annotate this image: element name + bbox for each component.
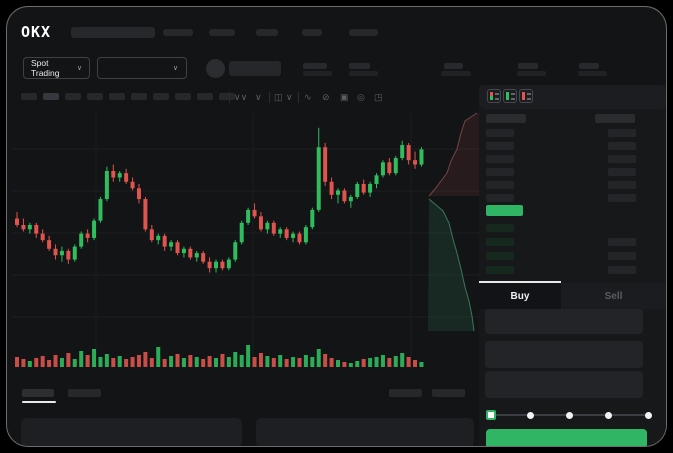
timeframe-skeleton[interactable] <box>197 93 213 100</box>
timeframe-skeleton[interactable] <box>43 93 59 100</box>
ask-size-skeleton <box>608 129 636 137</box>
active-tab-indicator <box>22 401 56 403</box>
timeframe-skeleton[interactable] <box>87 93 103 100</box>
ask-price-skeleton <box>486 129 514 137</box>
bid-size-skeleton <box>608 252 636 260</box>
bid-price-skeleton <box>486 266 514 274</box>
ask-price-skeleton <box>486 168 514 176</box>
ask-price-skeleton <box>486 181 514 189</box>
ask-size-skeleton <box>608 155 636 163</box>
ask-size-skeleton <box>608 194 636 202</box>
last-price-bar <box>486 205 523 216</box>
panel-tab-skeleton[interactable] <box>22 389 54 397</box>
slider-step-dot[interactable] <box>526 411 534 419</box>
stat-value-skeleton <box>441 71 471 76</box>
trading-app-window: OKX Spot Trading ∨ ∨ ∨∨ ∨ ◫ ∨ ∿ ⊘ ▣ ◎ ◳ Buy Sell <box>6 6 667 447</box>
stat-value-skeleton <box>517 71 546 76</box>
bid-price-skeleton <box>486 238 514 246</box>
orderbook-combined-icon[interactable] <box>487 89 501 103</box>
timeframe-skeleton[interactable] <box>21 93 37 100</box>
submit-order-button[interactable] <box>486 429 647 446</box>
tab-sell[interactable]: Sell <box>561 283 666 309</box>
sell-tab-label: Sell <box>604 290 623 302</box>
market-type-label: Spot Trading <box>31 58 60 78</box>
toolbar-divider <box>269 92 270 103</box>
ask-price-skeleton <box>486 155 514 163</box>
timeframe-skeleton[interactable] <box>65 93 81 100</box>
panel-action-skeleton[interactable] <box>432 389 465 397</box>
ask-price-skeleton <box>486 194 514 202</box>
interval-chevron-icon[interactable]: ∨ <box>255 92 262 102</box>
orderbook-asks-icon[interactable] <box>519 89 533 103</box>
ask-size-skeleton <box>608 168 636 176</box>
orderbook-bids-icon[interactable] <box>503 89 517 103</box>
timeframe-skeleton[interactable] <box>109 93 125 100</box>
bid-size-skeleton <box>608 238 636 246</box>
panel-action-skeleton[interactable] <box>389 389 422 397</box>
ask-size-skeleton <box>608 142 636 150</box>
chevron-down-icon: ∨ <box>76 65 82 72</box>
buy-tab-label: Buy <box>510 290 530 302</box>
nav-item-skeleton[interactable] <box>256 29 278 36</box>
active-tab-indicator <box>479 281 561 283</box>
indicators-icon[interactable]: ∿ <box>304 92 312 102</box>
bottom-panel-skeleton <box>21 418 242 446</box>
avatar[interactable] <box>206 59 225 78</box>
tab-buy[interactable]: Buy <box>479 283 561 309</box>
ask-price-skeleton <box>486 142 514 150</box>
slider-step-dot[interactable] <box>605 411 613 419</box>
timeframe-skeleton[interactable] <box>153 93 169 100</box>
chevron-down-icon: ∨ <box>172 65 178 72</box>
stat-label-skeleton <box>579 63 599 69</box>
stat-label-skeleton <box>303 63 327 69</box>
market-type-dropdown[interactable]: Spot Trading ∨ <box>23 57 90 79</box>
nav-item-skeleton[interactable] <box>349 29 378 36</box>
compare-icon[interactable]: ⊘ <box>322 92 330 102</box>
fullscreen-icon[interactable]: ◳ <box>374 92 383 102</box>
settings-icon[interactable]: ◎ <box>357 92 365 102</box>
ob-col-header-skeleton <box>595 114 635 123</box>
nav-item-skeleton[interactable] <box>163 29 193 36</box>
bid-price-skeleton <box>486 252 514 260</box>
order-input-skeleton[interactable] <box>485 309 643 334</box>
order-input-skeleton[interactable] <box>485 371 643 398</box>
account-widget-skeleton <box>229 61 281 76</box>
logo-adjacent-placeholder <box>71 27 155 38</box>
chart-type-chevron-icon[interactable]: ∨ <box>286 92 293 102</box>
timeframe-skeleton[interactable] <box>219 93 235 100</box>
bottom-panel-skeleton <box>256 418 474 446</box>
panel-tab-skeleton[interactable] <box>68 389 101 397</box>
stat-value-skeleton <box>578 71 607 76</box>
timeframe-skeleton[interactable] <box>175 93 191 100</box>
stat-label-skeleton <box>349 63 370 69</box>
nav-item-skeleton[interactable] <box>209 29 235 36</box>
stat-value-skeleton <box>349 71 378 76</box>
ob-col-header-skeleton <box>486 114 526 123</box>
stat-label-skeleton <box>518 63 538 69</box>
interval-chevrons-icon[interactable]: ∨∨ <box>234 92 248 102</box>
stat-value-skeleton <box>303 71 332 76</box>
snapshot-icon[interactable]: ▣ <box>340 92 349 102</box>
toolbar-divider <box>298 92 299 103</box>
bid-size-skeleton <box>608 266 636 274</box>
toolbar-divider <box>229 92 230 103</box>
bid-price-skeleton <box>486 224 514 232</box>
nav-item-skeleton[interactable] <box>302 29 322 36</box>
order-input-skeleton[interactable] <box>485 341 643 368</box>
okx-logo[interactable]: OKX <box>21 23 52 41</box>
slider-step-dot[interactable] <box>644 411 652 419</box>
timeframe-skeleton[interactable] <box>131 93 147 100</box>
ask-size-skeleton <box>608 181 636 189</box>
slider-step-dot[interactable] <box>566 411 573 419</box>
pair-selector-dropdown[interactable]: ∨ <box>97 57 187 79</box>
chart-type-icon[interactable]: ◫ <box>274 92 283 102</box>
slider-handle[interactable] <box>486 410 496 420</box>
stat-label-skeleton <box>444 63 463 69</box>
